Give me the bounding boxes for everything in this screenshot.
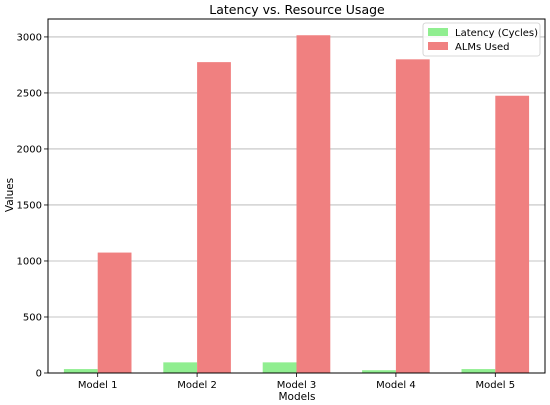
x-axis-label: Models xyxy=(279,391,316,403)
bars xyxy=(63,35,530,374)
bar-alms xyxy=(197,62,231,373)
y-tick-label: 1000 xyxy=(17,256,42,267)
legend-label: ALMs Used xyxy=(455,42,509,53)
y-tick-label: 3000 xyxy=(17,32,42,43)
y-axis-ticks: 0 500 1000 1500 2000 2500 3000 xyxy=(17,32,48,380)
y-tick-label: 500 xyxy=(23,312,42,323)
x-axis-ticks: Model 1 Model 2 Model 3 Model 4 Model 5 xyxy=(78,373,515,391)
bar-latency xyxy=(461,369,496,373)
bar-latency xyxy=(163,362,198,373)
bar-alms xyxy=(296,35,331,373)
x-tick-label: Model 1 xyxy=(78,380,118,391)
legend-swatch xyxy=(428,28,448,36)
y-tick-label: 0 xyxy=(36,369,42,380)
legend-box xyxy=(422,22,541,57)
bar-alms xyxy=(97,252,132,373)
x-tick-label: Model 3 xyxy=(277,380,317,391)
legend-swatch xyxy=(428,42,448,50)
x-tick-label: Model 4 xyxy=(376,380,416,391)
y-tick-label: 1500 xyxy=(17,200,42,211)
x-tick-label: Model 2 xyxy=(177,380,217,391)
bar-latency xyxy=(262,362,297,373)
bar-latency xyxy=(63,369,98,373)
legend: Latency (Cycles) ALMs Used xyxy=(422,22,541,57)
y-tick-label: 2500 xyxy=(17,88,42,99)
x-tick-label: Model 5 xyxy=(476,380,516,391)
legend-label: Latency (Cycles) xyxy=(455,28,538,39)
bar-alms xyxy=(495,95,530,374)
chart-title: Latency vs. Resource Usage xyxy=(209,2,385,17)
y-axis-label: Values xyxy=(4,178,16,212)
bar-alms xyxy=(395,59,430,374)
y-tick-label: 2000 xyxy=(17,144,42,155)
bar-latency xyxy=(362,370,396,373)
